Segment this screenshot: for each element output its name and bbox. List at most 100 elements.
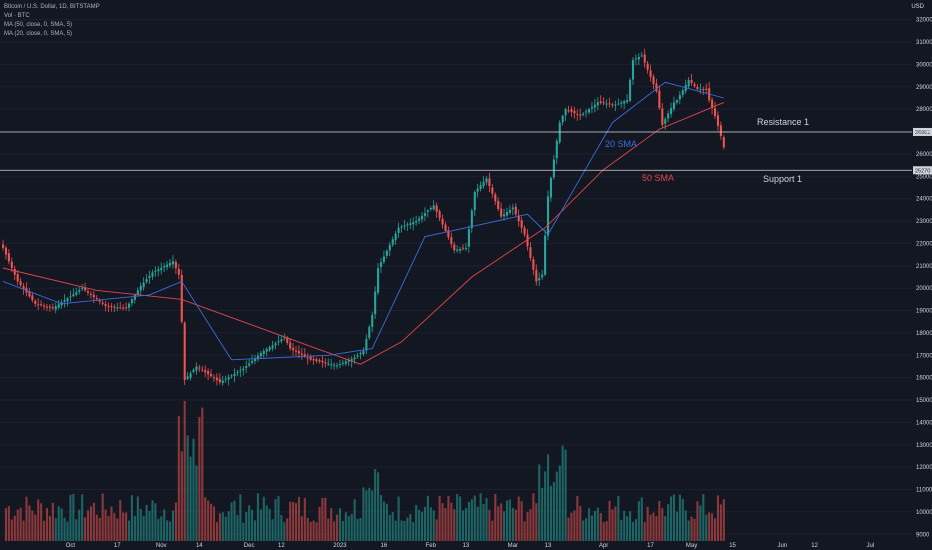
candle[interactable] [292,347,295,351]
candle[interactable] [242,368,245,371]
candle[interactable] [705,88,708,90]
candle[interactable] [221,380,224,384]
candle[interactable] [476,188,479,192]
candle[interactable] [605,103,608,105]
candle[interactable] [125,307,128,309]
candle[interactable] [552,159,555,178]
candle[interactable] [198,367,201,369]
candle[interactable] [637,56,640,60]
candle[interactable] [599,101,602,103]
candle[interactable] [561,115,564,123]
candle[interactable] [617,103,620,105]
candle[interactable] [51,307,54,309]
candle[interactable] [262,351,265,354]
candle[interactable] [37,304,40,306]
candle[interactable] [438,211,441,219]
candle[interactable] [183,322,186,380]
candle[interactable] [98,300,101,302]
candle[interactable] [397,227,400,233]
candle[interactable] [359,353,362,355]
candle[interactable] [312,358,315,361]
candle[interactable] [403,225,406,227]
candle[interactable] [95,298,98,300]
candle[interactable] [133,294,136,300]
candle[interactable] [54,306,57,310]
candle[interactable] [145,279,148,283]
candle[interactable] [69,296,72,298]
candle[interactable] [447,230,450,238]
candle[interactable] [256,355,260,360]
candle[interactable] [511,207,514,210]
candle[interactable] [19,281,22,286]
candle[interactable] [13,269,16,275]
candle[interactable] [297,351,301,354]
candle[interactable] [526,234,529,247]
candle[interactable] [166,264,169,268]
candle[interactable] [300,353,303,355]
candle[interactable] [72,294,75,297]
candle[interactable] [189,373,192,378]
candle[interactable] [579,114,582,116]
candle[interactable] [485,178,488,183]
candle[interactable] [546,196,550,236]
candle[interactable] [456,249,459,251]
candle[interactable] [535,269,538,282]
candle[interactable] [86,291,90,293]
candle[interactable] [321,360,324,363]
candle[interactable] [218,378,221,383]
candle[interactable] [2,244,5,248]
candle[interactable] [549,177,553,198]
candle[interactable] [400,226,403,228]
candle[interactable] [280,339,283,342]
candle[interactable] [277,341,280,343]
candle[interactable] [585,111,588,113]
candle[interactable] [142,282,145,288]
candle[interactable] [171,261,175,265]
candle[interactable] [406,224,409,226]
candle[interactable] [582,113,585,115]
candle[interactable] [450,237,453,244]
candle[interactable] [341,362,344,364]
candle[interactable] [154,270,157,272]
candle[interactable] [10,261,13,269]
candle[interactable] [336,365,339,367]
candle[interactable] [558,122,561,143]
candle[interactable] [523,227,526,235]
candle[interactable] [441,218,444,225]
candle[interactable] [81,288,84,290]
candle[interactable] [180,275,183,322]
candle[interactable] [233,373,236,376]
candle[interactable] [28,291,31,297]
candle[interactable] [388,245,391,251]
candle[interactable] [643,54,646,63]
candle[interactable] [473,191,476,211]
candle[interactable] [611,104,614,106]
candle[interactable] [22,286,25,289]
candle[interactable] [215,377,218,381]
candle[interactable] [699,89,702,91]
candle[interactable] [192,369,195,372]
candle[interactable] [426,210,429,213]
candle[interactable] [48,306,51,308]
candle[interactable] [564,109,567,116]
candle[interactable] [212,377,216,379]
candle[interactable] [4,247,8,255]
candle[interactable] [122,307,125,309]
candle[interactable] [702,88,705,90]
candle[interactable] [640,55,643,57]
candle[interactable] [418,218,421,221]
candle[interactable] [157,269,160,272]
candle[interactable] [207,371,210,375]
candle[interactable] [593,104,596,108]
candle[interactable] [306,357,309,359]
candle[interactable] [620,102,623,104]
candle[interactable] [356,355,359,357]
candle[interactable] [444,224,447,231]
candle[interactable] [265,349,268,352]
candle[interactable] [661,108,664,125]
candle[interactable] [649,70,652,77]
candle[interactable] [555,141,558,159]
candle[interactable] [236,372,239,374]
candle[interactable] [371,315,374,327]
candle[interactable] [169,262,172,266]
